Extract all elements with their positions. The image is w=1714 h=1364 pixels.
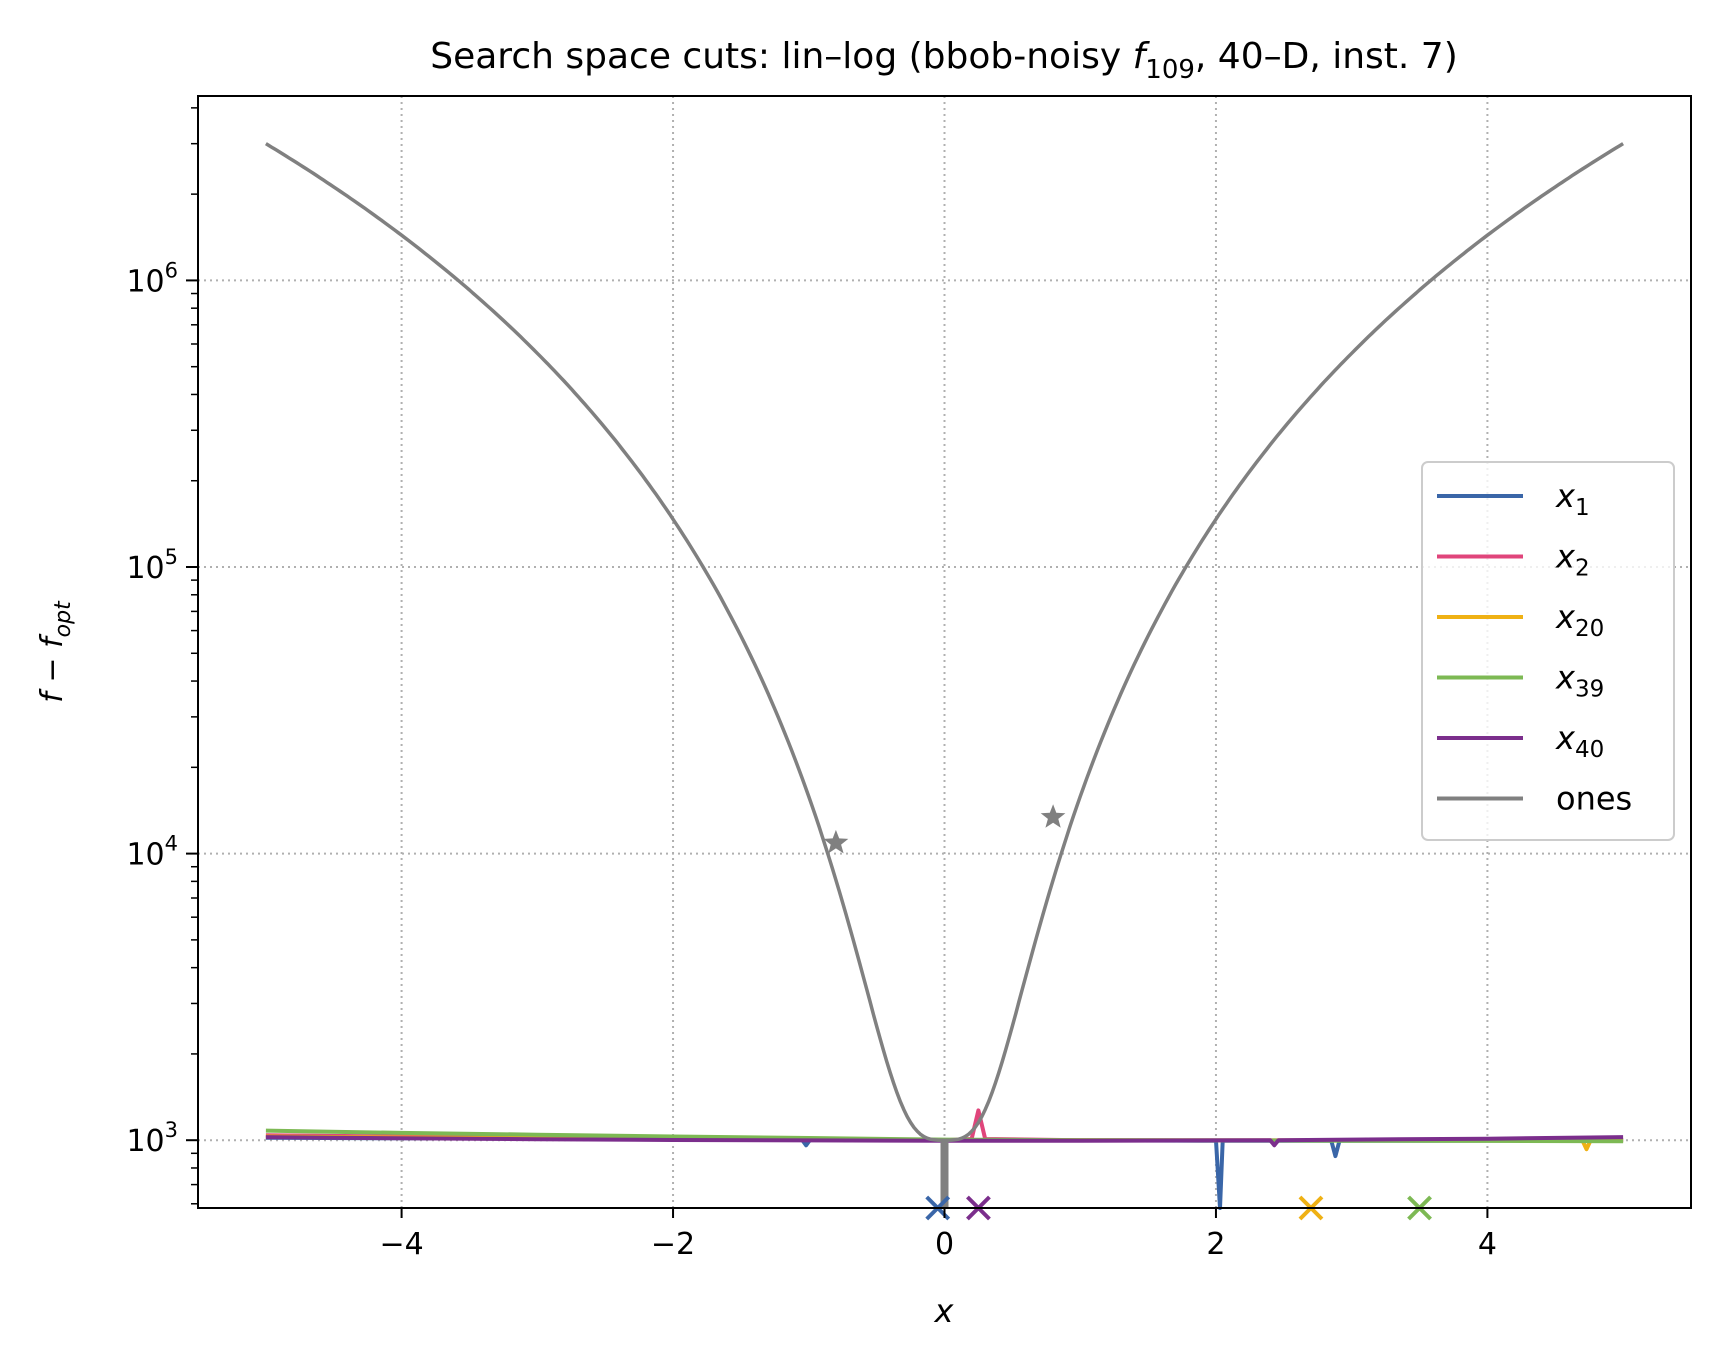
x-axis-ticks: −4 −2 0 2 4	[379, 1208, 1497, 1262]
star-marker	[1040, 804, 1066, 828]
legend-label: x39	[1555, 659, 1604, 703]
x-tick-label: −4	[379, 1227, 423, 1262]
series-layer	[264, 142, 1625, 1210]
legend-label: x20	[1555, 598, 1604, 642]
legend-label: ones	[1556, 780, 1632, 818]
chart-title: Search space cuts: lin–log (bbob-noisy f…	[430, 36, 1458, 85]
y-tick-label: 105	[126, 545, 178, 586]
y-tick-label: 104	[126, 832, 178, 873]
star-marker	[823, 829, 849, 854]
legend-label: x40	[1555, 719, 1604, 763]
x-tick-label: 2	[1206, 1227, 1225, 1262]
x-tick-label: 0	[935, 1227, 954, 1262]
legend-frame	[1421, 461, 1675, 841]
x-axis-label: x	[934, 1292, 955, 1330]
x-tick-label: −2	[651, 1227, 695, 1262]
legend: x1 x2 x20 x39 x40 ones	[1421, 461, 1675, 841]
legend-label: x2	[1555, 538, 1590, 582]
x-tick-label: 4	[1478, 1227, 1497, 1262]
y-axis-label: f − fopt	[35, 600, 76, 703]
y-tick-label: 106	[126, 258, 178, 299]
series-x40	[265, 1135, 1624, 1148]
y-minor-ticks	[191, 107, 198, 1205]
y-axis-ticks: 103 104 105 106	[126, 258, 198, 1159]
legend-label: x1	[1555, 477, 1590, 521]
y-tick-label: 103	[126, 1118, 178, 1159]
